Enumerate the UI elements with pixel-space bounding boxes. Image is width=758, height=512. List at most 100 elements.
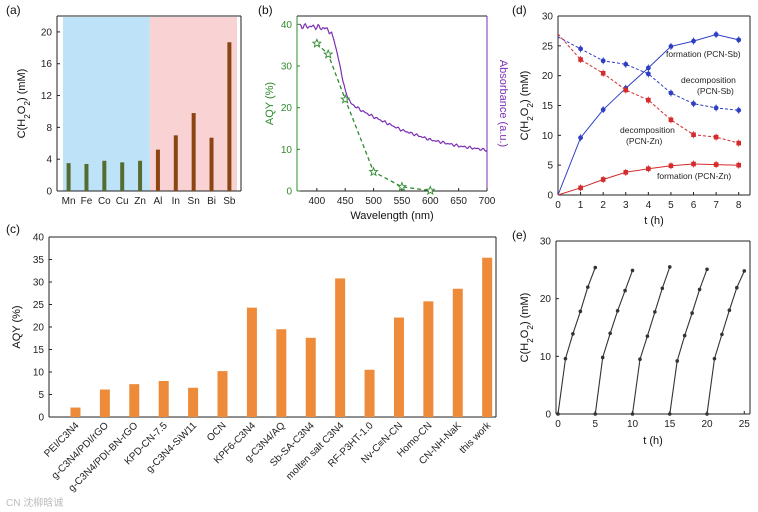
panel-label-d: (d): [512, 3, 527, 17]
c-y-tick-label: 40: [33, 233, 45, 244]
d-marker: [713, 32, 719, 37]
e-marker: [645, 334, 650, 338]
d-marker: [668, 90, 674, 96]
d-y-tick-label: 5: [547, 161, 553, 172]
d-x-tick-label: 2: [600, 200, 606, 211]
e-marker: [712, 356, 717, 361]
e-cycle-line: [594, 270, 634, 415]
a-x-tick-label: Co: [98, 196, 111, 207]
a-x-tick-label: Fe: [81, 196, 93, 207]
c-bar: [482, 257, 493, 417]
a-x-tick-label: Cu: [116, 196, 129, 207]
d-x-tick-label: 6: [691, 200, 697, 211]
a-x-tick-label: Mn: [62, 196, 76, 207]
a-x-tick-label: Al: [153, 196, 162, 207]
a-bg-transition-metals: [63, 17, 150, 191]
e-marker: [571, 332, 575, 336]
b-absorbance-line: [299, 22, 488, 152]
c-bar: [188, 387, 199, 417]
a-bar-zn: [138, 160, 143, 191]
e-marker: [735, 285, 739, 290]
panel-label-e: (e): [512, 228, 527, 242]
panel-label-a: (a): [6, 3, 21, 17]
d-x-tick-label: 5: [668, 200, 674, 211]
d-x-tick-label: 7: [713, 200, 719, 211]
d-x-tick-label: 3: [623, 200, 629, 211]
e-marker: [660, 286, 665, 291]
c-y-tick-label: 35: [33, 255, 45, 266]
e-marker: [615, 308, 620, 313]
b-aqy-point: [368, 166, 379, 177]
b-x-tick-label: 450: [337, 196, 354, 207]
a-bar-mn: [66, 163, 71, 191]
e-marker: [630, 412, 635, 416]
d-marker: [623, 170, 629, 175]
c-bar: [276, 329, 287, 417]
d-annotation-decomposition-sb: decomposition: [681, 75, 736, 85]
panel-d-chart: 0 1 2 3 4 5 6 7 8 0 5 10 15 20 25 30 t (h) C(H2O2) (mM) fo…: [519, 12, 751, 227]
b-y-tick-label: 30: [281, 62, 293, 73]
e-x-tick-label: 15: [664, 419, 676, 430]
e-marker: [578, 309, 583, 314]
d-marker: [646, 166, 651, 172]
e-marker: [720, 332, 724, 337]
a-x-tick-label: In: [172, 196, 180, 207]
a-bar-sn: [191, 113, 196, 191]
a-bar-cu: [120, 162, 125, 191]
e-marker: [593, 412, 598, 416]
d-marker: [691, 101, 696, 107]
e-y-tick-label: 0: [545, 410, 551, 421]
e-cycle-line: [631, 266, 671, 415]
d-y-tick-label: 0: [547, 191, 553, 202]
d-marker: [578, 46, 583, 52]
d-marker: [736, 162, 742, 168]
d-marker: [623, 61, 629, 67]
e-x-tick-label: 5: [592, 419, 598, 430]
e-marker: [727, 308, 732, 313]
b-y2-axis-label: Absorbance (a.u.): [497, 60, 509, 147]
c-y-tick-label: 15: [33, 345, 45, 356]
c-bar: [158, 381, 169, 417]
d-x-tick-label: 0: [555, 200, 561, 211]
e-marker: [563, 356, 568, 361]
d-y-tick-label: 25: [542, 41, 554, 52]
a-y-axis-label: C(H2O2) (mM): [16, 69, 32, 139]
a-bar-in: [173, 135, 178, 191]
c-x-tick-label: OCN: [205, 420, 229, 444]
d-marker: [691, 132, 696, 138]
a-y-tick-label: 4: [46, 155, 52, 166]
e-cycle-line: [557, 267, 596, 415]
d-annotation-decomposition-zn: (PCN-Zn): [626, 136, 663, 146]
b-aqy-point: [396, 181, 408, 192]
e-x-tick-label: 10: [627, 419, 639, 430]
d-x-tick-label: 8: [736, 200, 742, 211]
b-x-tick-label: 550: [394, 196, 411, 207]
e-marker: [623, 288, 627, 293]
c-y-tick-label: 30: [33, 278, 45, 289]
watermark-text: CN 沈柳晗诚: [6, 496, 63, 509]
d-annotation-formation-sb: formation (PCN-Sb): [666, 49, 741, 59]
c-y-axis-label: AQY (%): [11, 305, 23, 348]
e-marker: [556, 412, 560, 416]
d-marker: [623, 87, 629, 93]
d-marker: [600, 107, 606, 113]
d-x-tick-label: 4: [646, 200, 652, 211]
a-y-tick-label: 12: [41, 91, 53, 102]
b-aqy-point: [425, 185, 436, 196]
c-x-tick-label: this work: [458, 420, 494, 456]
d-annotation-decomposition-zn: decomposition: [620, 125, 675, 135]
e-marker: [690, 311, 694, 315]
d-marker: [691, 161, 696, 167]
e-marker: [608, 331, 612, 336]
d-y-tick-label: 30: [542, 12, 554, 23]
c-y-tick-label: 10: [33, 368, 45, 379]
e-cycle-line: [706, 270, 745, 415]
b-aqy-point: [311, 38, 322, 48]
e-y-tick-label: 20: [540, 294, 552, 305]
c-y-tick-label: 5: [38, 390, 44, 401]
e-marker: [742, 269, 747, 273]
b-y-tick-label: 40: [281, 20, 293, 31]
e-marker: [600, 355, 605, 360]
d-marker: [646, 97, 651, 103]
